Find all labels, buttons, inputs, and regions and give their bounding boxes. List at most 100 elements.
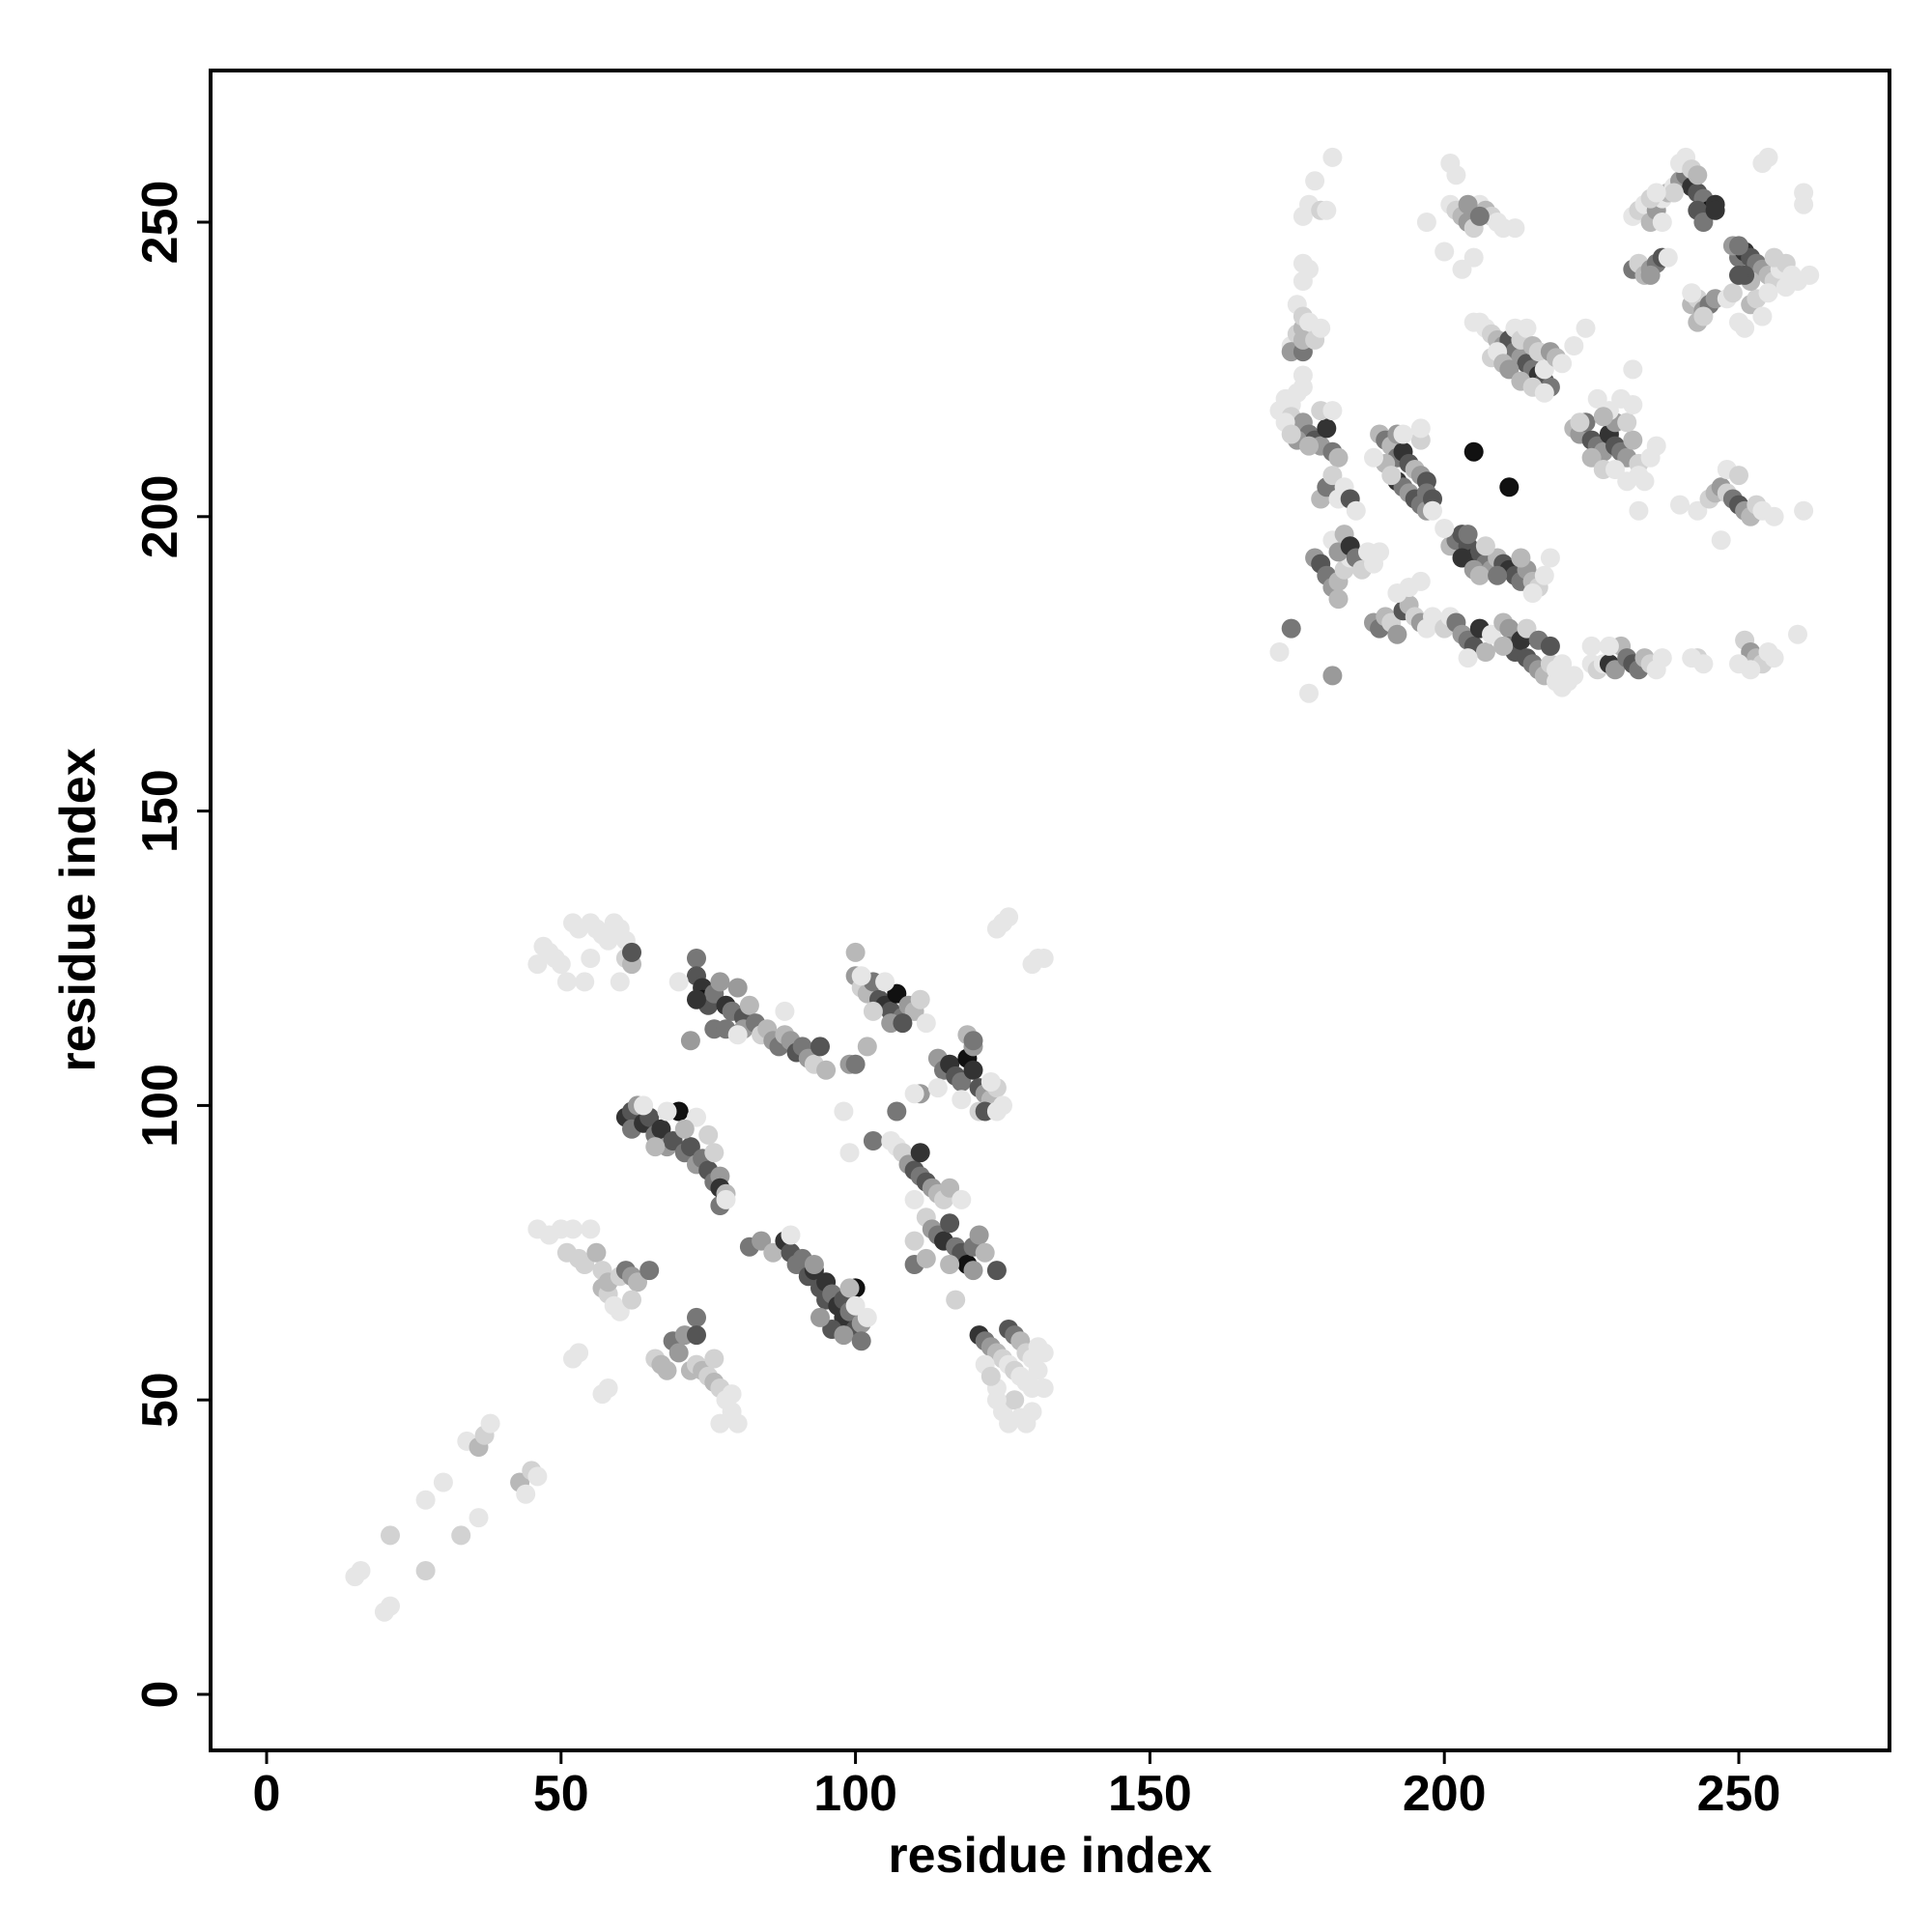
contact-point <box>839 1278 860 1298</box>
contact-point <box>1299 683 1319 703</box>
contact-point <box>781 1225 801 1245</box>
contact-point <box>1776 277 1796 298</box>
contact-point <box>651 1119 671 1139</box>
contact-point <box>1705 200 1725 220</box>
y-tick-label: 150 <box>132 769 188 853</box>
contact-point <box>1346 500 1366 521</box>
contact-point <box>687 989 706 1009</box>
contact-point <box>1475 642 1495 662</box>
contact-point <box>1387 624 1407 644</box>
contact-point <box>1758 283 1778 303</box>
contact-point <box>1605 460 1625 479</box>
contact-point <box>1458 194 1478 214</box>
contact-point <box>1711 530 1731 551</box>
x-tick-label: 250 <box>1697 1766 1781 1822</box>
contact-point <box>668 972 689 992</box>
contact-point <box>763 1242 783 1263</box>
contact-point <box>845 1054 866 1074</box>
contact-point <box>1722 283 1743 303</box>
x-tick-label: 100 <box>813 1766 897 1822</box>
contact-point <box>1764 506 1784 526</box>
contact-point <box>1729 265 1748 285</box>
contact-point <box>451 1525 471 1546</box>
contact-point <box>1623 395 1643 414</box>
contact-point <box>1423 500 1442 521</box>
contact-point <box>1370 542 1390 562</box>
contact-point <box>1741 660 1761 680</box>
contact-point <box>1576 318 1596 338</box>
contact-point <box>556 972 577 992</box>
contact-point <box>1794 194 1814 214</box>
contact-point <box>351 1561 371 1580</box>
contact-point <box>480 1413 500 1434</box>
contact-point <box>628 1272 647 1293</box>
contact-point <box>857 1037 877 1057</box>
contact-point <box>1281 618 1301 639</box>
contact-point <box>1281 424 1301 444</box>
x-tick-label: 50 <box>533 1766 589 1822</box>
contact-point <box>893 1013 913 1034</box>
contact-point <box>963 1060 983 1080</box>
contact-point <box>887 983 907 1004</box>
contact-point <box>704 1349 724 1369</box>
contact-point <box>680 1137 700 1157</box>
contact-point <box>1617 412 1637 433</box>
contact-point <box>1540 548 1560 568</box>
x-tick-label: 200 <box>1403 1766 1487 1822</box>
contact-point <box>1423 607 1442 627</box>
contact-point <box>581 949 601 968</box>
contact-point <box>581 1219 601 1239</box>
contact-point <box>1693 213 1714 232</box>
contact-point <box>952 1189 972 1209</box>
contact-point <box>586 1242 607 1263</box>
contact-point <box>1293 253 1313 273</box>
contact-point <box>834 1325 854 1346</box>
contact-point <box>1499 359 1520 380</box>
contact-point <box>1469 565 1490 585</box>
contact-point <box>1682 648 1702 668</box>
contact-point <box>845 1295 866 1316</box>
contact-point <box>1034 949 1054 968</box>
contact-point <box>851 966 871 986</box>
contact-point <box>1269 642 1290 662</box>
contact-point <box>1540 636 1560 656</box>
contact-point <box>1322 147 1343 167</box>
contact-point <box>975 1242 995 1263</box>
contact-point <box>927 1078 948 1098</box>
contact-point <box>910 1143 930 1163</box>
contact-point <box>569 1343 589 1363</box>
contact-point <box>1311 318 1331 338</box>
contact-point <box>1322 401 1343 421</box>
contact-point <box>1735 318 1755 338</box>
contact-point <box>598 1378 618 1398</box>
contact-point <box>1505 218 1525 239</box>
x-axis-title: residue index <box>888 1828 1211 1884</box>
contact-point <box>687 1325 706 1346</box>
contact-point <box>851 1331 871 1351</box>
contact-point <box>433 1472 453 1492</box>
contact-point <box>1482 624 1501 644</box>
contact-point <box>663 1131 683 1151</box>
contact-point <box>986 1261 1007 1281</box>
contact-point <box>1393 424 1413 444</box>
contact-point <box>415 1561 436 1580</box>
contact-point <box>963 1261 983 1281</box>
contact-point <box>1328 589 1349 610</box>
contact-point <box>516 1484 536 1504</box>
contact-point <box>1475 536 1495 556</box>
x-axis: 0 50 100 150 200 250 <box>253 1750 1781 1822</box>
contact-point <box>904 1231 924 1251</box>
contact-point <box>845 942 866 962</box>
y-tick-label: 0 <box>132 1681 188 1709</box>
contact-point <box>381 1525 400 1546</box>
contact-point <box>1328 447 1349 468</box>
contact-point <box>687 1107 706 1127</box>
contact-point <box>804 1255 824 1274</box>
contact-point <box>1800 265 1820 285</box>
contact-point <box>1663 183 1684 203</box>
contact-point <box>980 1366 1001 1386</box>
contact-point <box>1452 548 1472 568</box>
contact-point <box>1623 359 1643 380</box>
contact-point <box>980 1072 1001 1092</box>
